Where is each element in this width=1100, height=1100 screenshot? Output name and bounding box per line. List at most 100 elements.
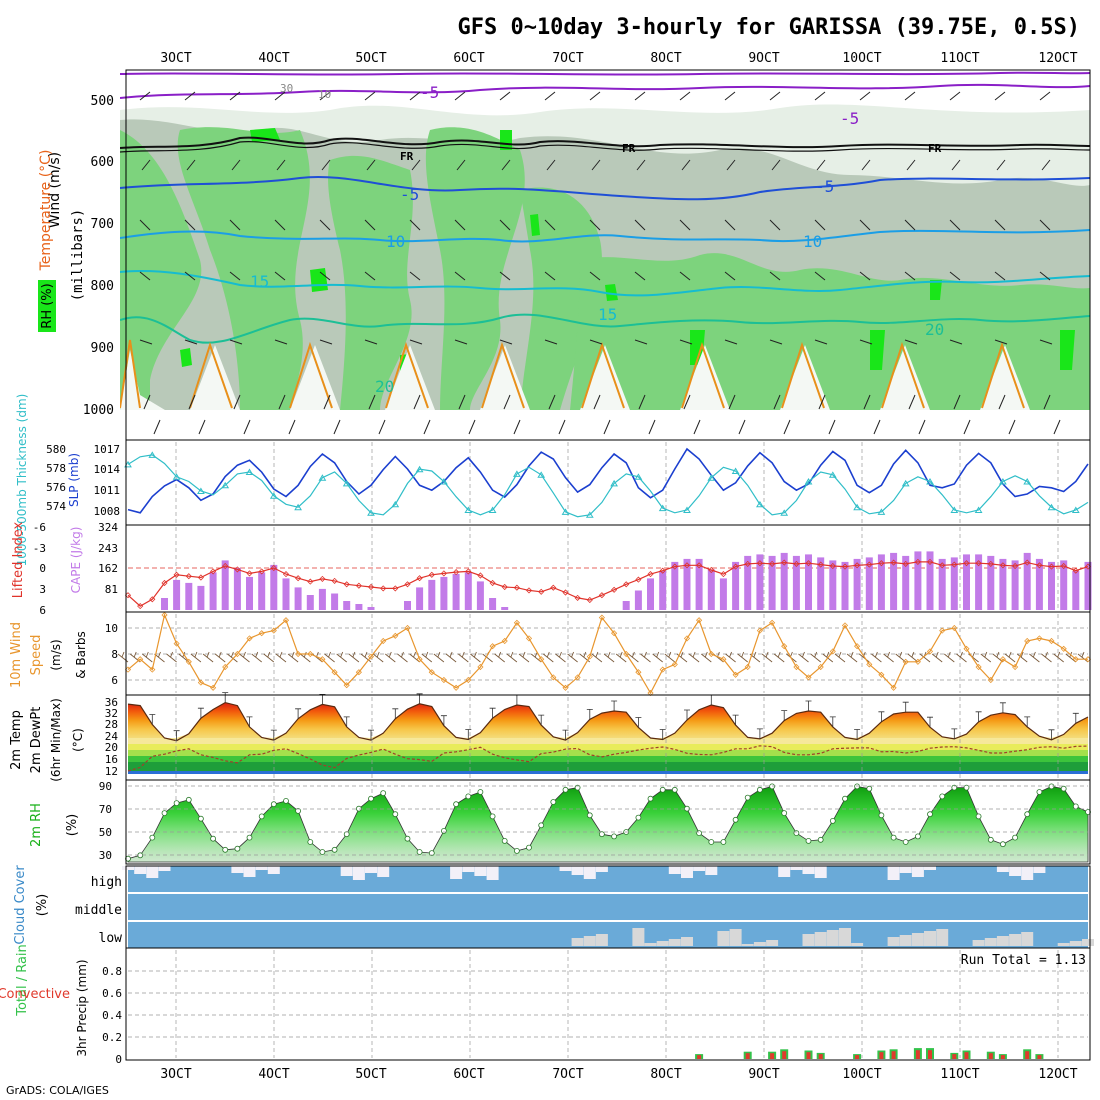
temp-band <box>128 756 1088 762</box>
bottom-tick-label: 12OCT <box>1038 1067 1077 1082</box>
wind-speed-marker <box>769 619 776 626</box>
rh2m-marker <box>440 828 447 834</box>
cloud-high-gap <box>146 866 159 878</box>
rh2m-marker <box>295 808 302 814</box>
slp-tick-label: 1017 <box>94 443 121 456</box>
precip-convective-bar <box>891 1051 896 1059</box>
rh2m-marker <box>562 786 569 793</box>
cape-bar <box>343 601 351 610</box>
cloud-low-bar <box>729 929 742 946</box>
wind-speed-marker <box>805 674 812 681</box>
rh2m-tick-label: 50 <box>99 826 112 839</box>
cloud-low-bar <box>826 930 839 946</box>
thickness-marker <box>513 470 521 477</box>
wind-speed-marker <box>550 674 557 681</box>
precip-convective-bar <box>928 1050 932 1059</box>
ylabel-10m-wind: 10m Wind <box>9 622 24 688</box>
cape-bar <box>695 558 703 610</box>
wind-speed-marker <box>562 684 569 691</box>
cloud-high-gap <box>352 866 365 880</box>
wind-speed-marker <box>367 653 375 660</box>
cape-bar <box>233 567 241 610</box>
slp-tick-label: 1008 <box>94 505 121 518</box>
wind-barb <box>956 651 967 663</box>
cloud-high-gap <box>134 866 147 874</box>
cape-bar <box>270 564 278 610</box>
thickness-marker <box>269 492 278 499</box>
ylabel-precip-unit: 3hr Precip (mm) <box>75 959 89 1056</box>
cloud-high-gap <box>1021 866 1034 880</box>
wind-speed-marker <box>149 666 156 673</box>
wind-speed-marker <box>829 648 836 655</box>
cloud-low-bar <box>1069 941 1082 946</box>
lifted-index-marker <box>683 562 691 569</box>
bottom-tick-label: 3OCT <box>160 1067 191 1082</box>
contour-label: 10 <box>318 88 331 101</box>
slp-panel-frame <box>125 439 1091 526</box>
wind-barb <box>883 651 894 663</box>
wind-barb <box>701 651 712 663</box>
cape-bar <box>671 561 679 610</box>
wind-speed-marker <box>428 669 435 676</box>
top-tick-label: 4OCT <box>258 51 289 66</box>
lifted-index-marker <box>671 563 678 570</box>
wind-barb <box>445 651 457 663</box>
cloud-high-gap <box>1033 866 1046 873</box>
contour-label: -5 <box>420 83 439 102</box>
wind-speed-marker <box>465 676 472 684</box>
wind-speed-marker <box>890 684 897 691</box>
cape-panel: Lifted Index CAPE (J/kg) -6 -3 0 3 6 324… <box>11 521 1092 617</box>
cloud-high-gap <box>158 866 171 871</box>
wind-barb <box>287 651 299 663</box>
precip-axis: 0.8 0.6 0.4 0.2 0 <box>102 965 122 1066</box>
lifted-index-marker <box>367 583 375 591</box>
wind-barb <box>603 651 615 663</box>
cloud-low-bar <box>595 934 608 946</box>
bottom-tick-label: 11OCT <box>940 1067 979 1082</box>
wind-speed-marker <box>635 669 642 676</box>
lifted-index-marker <box>416 575 423 582</box>
cape-tick-label: 162 <box>98 562 118 575</box>
cape-bar <box>829 560 837 610</box>
pressure-tick-label: 1000 <box>83 403 114 418</box>
ylabel-convective: Convective <box>0 987 70 1002</box>
ylabel-cloud-cover: Cloud Cover <box>13 865 28 945</box>
rh2m-marker <box>939 793 946 800</box>
wind-speed-marker <box>295 650 302 658</box>
lifted-index-marker <box>939 562 946 569</box>
precip-convective-bar <box>1037 1055 1042 1059</box>
rh2m-marker <box>611 833 617 840</box>
wind-speed-marker <box>781 643 788 650</box>
lifted-index-marker <box>1036 562 1043 569</box>
rh2m-marker <box>453 801 460 808</box>
lifted-index-marker <box>343 581 350 588</box>
wind-speed-marker <box>258 630 265 637</box>
rh2m-marker <box>708 839 715 845</box>
rh2m-marker <box>319 849 326 855</box>
lifted-index-marker <box>282 571 290 578</box>
cloud-high-gap <box>996 866 1009 872</box>
wind-speed-marker <box>210 684 217 691</box>
rh2m-marker <box>173 800 180 806</box>
wind-barb <box>385 651 396 663</box>
thickness-marker <box>756 500 764 508</box>
lifted-index-marker <box>841 563 849 570</box>
precip-series <box>128 950 1088 1059</box>
cape-bar <box>877 554 885 610</box>
cloud-high-gap <box>450 866 463 879</box>
cape-bar <box>258 572 266 610</box>
lifted-index-marker <box>902 560 909 567</box>
top-tick-label: 10OCT <box>842 51 881 66</box>
lifted-index-marker <box>926 558 934 565</box>
wind-barb <box>421 651 433 663</box>
cloud-high-gap <box>462 866 475 872</box>
rh2m-marker <box>757 786 763 793</box>
lifted-index-marker <box>781 559 788 566</box>
thickness-marker <box>221 481 230 489</box>
pressure-axis: 500 600 700 800 900 1000 <box>83 94 114 418</box>
rh2m-marker <box>732 816 739 823</box>
rh2m-marker <box>368 795 374 802</box>
lifted-index-marker <box>270 564 277 572</box>
ylabel-barbs: & Barbs <box>74 631 88 679</box>
wind-barb <box>275 651 287 663</box>
